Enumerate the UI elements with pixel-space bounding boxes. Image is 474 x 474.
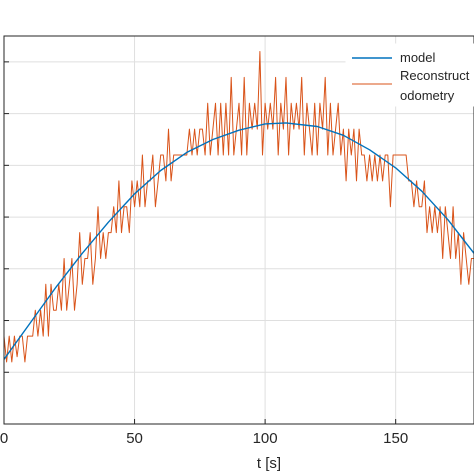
ticks: 0 50 100 150 xyxy=(0,61,408,447)
x-axis-label: t [s] xyxy=(257,455,281,472)
legend: model Reconstruct odometry xyxy=(345,43,474,107)
legend-entry-model: model xyxy=(400,50,436,65)
legend-entry-reconstruct: Reconstruct xyxy=(400,68,470,83)
x-tick-label: 0 xyxy=(0,430,8,447)
x-tick-label: 100 xyxy=(253,430,278,447)
series-line-reconstruct xyxy=(3,51,474,363)
x-tick-label: 150 xyxy=(383,430,408,447)
legend-entry-reconstruct-line2: odometry xyxy=(400,88,455,103)
series-layer xyxy=(3,51,474,363)
legend-box xyxy=(345,43,474,107)
axes-box xyxy=(3,35,474,425)
x-tick-label: 50 xyxy=(126,430,143,447)
series-line-model xyxy=(3,122,474,360)
